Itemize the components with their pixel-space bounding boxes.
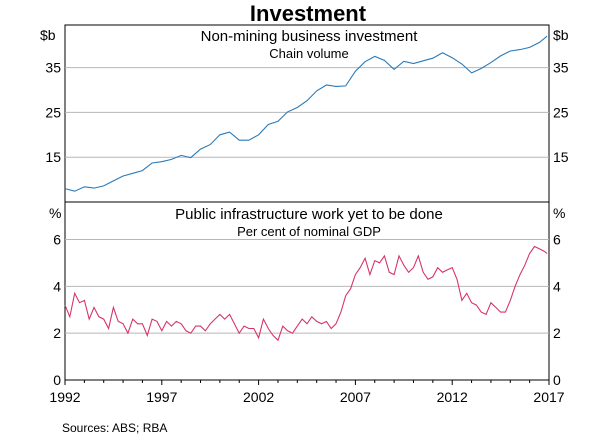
x-tick-label: 1997	[146, 389, 177, 405]
panel-non-mining-investment: 15 15 25 25 35 35 Non-mining business investm…	[40, 24, 569, 203]
y-tick-label-right: 35	[553, 60, 569, 76]
x-tick-label: 1992	[49, 389, 80, 405]
y-tick-label-left: 25	[45, 104, 61, 120]
panel-title: Public infrastructure work yet to be don…	[175, 206, 443, 223]
y-tick-label-left: 4	[53, 278, 61, 294]
panel-subtitle: Per cent of nominal GDP	[237, 224, 381, 239]
y-tick-label-right: 4	[553, 278, 561, 294]
x-axis: 1992 1997 2002 2007 2012 2017	[49, 380, 565, 405]
y-tick-label-right: 25	[553, 104, 569, 120]
unit-label-left: %	[49, 205, 61, 221]
y-tick-label-right: 2	[553, 325, 561, 341]
y-tick-label-right: 6	[553, 231, 561, 247]
unit-label-right: %	[553, 205, 565, 221]
series-line-public-infrastructure	[64, 245, 548, 342]
x-tick-label: 2002	[243, 389, 274, 405]
sources-note: Sources: ABS; RBA	[62, 421, 167, 435]
unit-label-left: $b	[40, 27, 56, 43]
panel-public-infrastructure: 0 0 2 2 4 4 6 6 Public infrastructure work yet …	[49, 201, 565, 388]
y-tick-label-right: 0	[553, 372, 561, 388]
panel-title: Non-mining business investment	[201, 28, 419, 45]
x-tick-label: 2012	[437, 389, 468, 405]
series-line-non-mining-investment	[64, 35, 548, 192]
y-tick-label-left: 0	[53, 372, 61, 388]
y-tick-label-right: 15	[553, 149, 569, 165]
chart-title: Investment	[250, 1, 367, 26]
y-tick-label-left: 2	[53, 325, 61, 341]
panel-subtitle: Chain volume	[269, 46, 349, 61]
x-tick-label: 2017	[533, 389, 564, 405]
unit-label-right: $b	[553, 27, 569, 43]
panel-frame	[64, 201, 550, 381]
y-tick-label-left: 35	[45, 60, 61, 76]
y-tick-label-left: 6	[53, 231, 61, 247]
x-tick-label: 2007	[340, 389, 371, 405]
y-tick-label-left: 15	[45, 149, 61, 165]
